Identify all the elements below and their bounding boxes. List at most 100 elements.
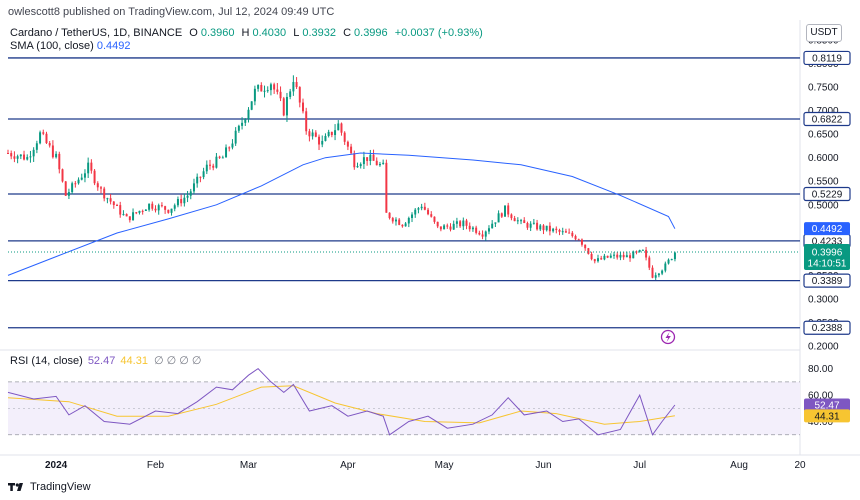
candle-body [539, 225, 542, 230]
candle-body [269, 84, 272, 91]
candle-body [237, 125, 240, 131]
candle-body [542, 225, 545, 231]
candle-body [632, 251, 635, 259]
candle-body [369, 154, 372, 161]
candle-body [266, 90, 269, 92]
candle-body [61, 169, 64, 182]
candle-body [58, 153, 61, 170]
symbol-name[interactable]: Cardano / TetherUS, 1D, BINANCE [10, 27, 183, 39]
rsi-ma-tag: 44.31 [804, 409, 850, 423]
candle-body [87, 162, 90, 174]
candle-body [64, 181, 67, 196]
tradingview-logo-icon [8, 483, 23, 491]
candle-body [151, 203, 154, 209]
candle-body [593, 259, 596, 262]
candle-body [545, 225, 548, 231]
candle-body [571, 232, 574, 237]
rsi-tick-label: 80.00 [808, 364, 833, 375]
level-tag-text: 0.5229 [812, 189, 843, 200]
rsi-empty-values: ∅ ∅ ∅ ∅ [154, 355, 202, 367]
candle-body [625, 255, 628, 258]
candle-body [346, 141, 349, 147]
candle-body [199, 176, 202, 178]
symbol-legend: Cardano / TetherUS, 1D, BINANCE O 0.3960 … [10, 27, 487, 39]
candle-body [359, 164, 362, 167]
change-value: +0.0037 (+0.93%) [394, 27, 483, 39]
candle-body [548, 225, 551, 232]
candle-body [141, 210, 144, 212]
candle-body [241, 122, 244, 126]
candle-body [427, 209, 430, 215]
candle-body [77, 179, 80, 184]
candle-body [622, 254, 625, 258]
candle-body [186, 195, 189, 198]
candle-body [231, 143, 234, 148]
currency-selector[interactable]: USDT [806, 24, 842, 42]
candle-body [144, 209, 147, 211]
support-resistance-levels [8, 57, 800, 329]
price-tick-label: 0.7500 [808, 83, 839, 94]
candle-body [465, 220, 468, 226]
candle-body [96, 183, 99, 188]
rsi-legend: RSI (14, close) 52.47 44.31 ∅ ∅ ∅ ∅ [10, 354, 202, 367]
candle-body [83, 173, 86, 178]
candle-body [116, 205, 119, 207]
low-label: L [293, 27, 300, 39]
candle-body [596, 258, 599, 262]
tradingview-logo[interactable]: TradingView [8, 481, 91, 493]
candle-body [176, 199, 179, 206]
candle-body [189, 191, 192, 196]
level-tag: 0.5229 [803, 186, 851, 202]
countdown-text: 14:10:51 [808, 259, 847, 270]
candle-body [71, 183, 74, 193]
candle-body [648, 257, 651, 268]
lightning-bolt-icon[interactable] [660, 329, 676, 345]
sma-label[interactable]: SMA (100, close) [10, 40, 94, 52]
candle-body [378, 163, 381, 166]
sma-tag: 0.4492 [804, 222, 850, 236]
candle-body [164, 206, 167, 210]
candle-body [670, 259, 673, 261]
candle-body [74, 183, 77, 185]
candle-body [664, 263, 667, 271]
price-tick-label: 0.5500 [808, 177, 839, 188]
candle-body [32, 149, 35, 157]
candle-body [122, 214, 125, 216]
candle-body [516, 220, 519, 222]
candle-body [491, 223, 494, 229]
publisher-info: owlescott8 published on TradingView.com,… [8, 6, 335, 18]
candle-body [471, 227, 474, 230]
rsi-label[interactable]: RSI (14, close) [10, 355, 83, 367]
candle-body [587, 248, 590, 254]
candle-body [228, 147, 231, 149]
candle-body [638, 250, 641, 252]
candle-body [93, 170, 96, 184]
price-tick-label: 0.7000 [808, 106, 839, 117]
sma-value: 0.4492 [96, 40, 131, 52]
candle-body [337, 123, 340, 131]
rsi-axis[interactable]: 80.00 60.00 40.00 [808, 364, 833, 428]
candle-body [112, 201, 115, 206]
price-tick-label: 0.6500 [808, 130, 839, 141]
candlestick-series [7, 75, 676, 280]
time-tick-label: Jun [535, 460, 551, 471]
candle-body [651, 267, 654, 278]
candle-body [125, 214, 128, 217]
candle-body [212, 165, 215, 168]
candle-body [459, 221, 462, 227]
candle-body [13, 156, 16, 159]
tradingview-brand: TradingView [30, 481, 91, 493]
candle-body [167, 209, 170, 213]
rsi-ma-line [7, 385, 675, 425]
candle-body [192, 183, 195, 192]
candle-body [385, 162, 388, 213]
price-tick-label: 0.2000 [808, 342, 839, 353]
candle-body [558, 229, 561, 232]
candle-body [289, 91, 292, 97]
open-value: 0.3960 [200, 27, 235, 39]
candle-body [362, 157, 365, 165]
time-axis[interactable]: 2024 Feb Mar Apr May Jun Jul Aug 20 [45, 460, 806, 471]
candle-body [394, 219, 397, 222]
